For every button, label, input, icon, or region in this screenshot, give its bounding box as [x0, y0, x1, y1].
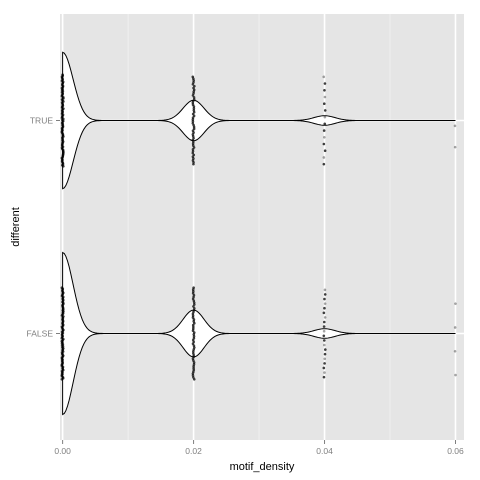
data-point	[453, 326, 457, 329]
y-axis-title: different	[10, 207, 22, 247]
data-point	[192, 107, 196, 110]
data-point	[323, 362, 326, 365]
data-point	[322, 320, 326, 324]
data-point	[323, 109, 327, 112]
data-point	[192, 162, 195, 166]
data-point	[453, 124, 457, 128]
data-point	[454, 373, 457, 377]
data-point	[322, 325, 326, 328]
data-point	[323, 149, 327, 153]
data-point	[323, 293, 327, 296]
data-point	[60, 378, 64, 381]
data-point	[322, 142, 326, 146]
data-point	[323, 352, 327, 356]
data-point	[323, 357, 327, 361]
data-point	[192, 125, 196, 129]
data-point	[453, 145, 457, 149]
data-point	[191, 142, 195, 146]
data-point	[322, 129, 326, 132]
y-tick-label: FALSE	[27, 329, 54, 339]
plot-panel	[60, 14, 464, 440]
data-point	[322, 102, 326, 106]
data-point	[191, 312, 195, 316]
data-point	[322, 334, 326, 338]
x-tick-label: 0.02	[185, 446, 202, 456]
data-point	[322, 311, 326, 315]
data-point	[191, 329, 195, 333]
data-point	[191, 82, 195, 86]
x-axis: 0.00 0.02 0.04 0.06	[54, 440, 464, 456]
data-point	[191, 372, 195, 375]
data-point	[323, 306, 326, 310]
data-point	[191, 323, 195, 327]
data-point	[322, 75, 326, 79]
x-tick-label: 0.04	[316, 446, 333, 456]
data-point	[323, 371, 326, 374]
data-point	[191, 288, 195, 291]
data-point	[192, 366, 195, 370]
data-point	[192, 325, 195, 329]
data-point	[192, 105, 196, 108]
data-point	[323, 95, 327, 99]
data-point	[191, 118, 195, 121]
data-point	[192, 161, 195, 164]
data-point	[191, 314, 195, 318]
data-point	[323, 135, 326, 139]
data-point	[322, 162, 326, 166]
data-point	[192, 364, 195, 368]
data-point	[323, 288, 327, 292]
data-point	[453, 349, 457, 353]
data-point	[192, 361, 196, 364]
data-point	[192, 349, 195, 353]
data-point	[192, 301, 196, 304]
data-point	[322, 329, 326, 333]
data-point	[62, 165, 65, 168]
data-point	[323, 302, 327, 305]
data-point	[322, 156, 326, 159]
data-point	[323, 82, 327, 85]
data-point	[193, 321, 196, 325]
data-point	[323, 316, 327, 319]
minor-gridlines	[127, 14, 391, 440]
data-point	[192, 95, 196, 99]
data-point	[191, 120, 195, 123]
data-point	[323, 88, 326, 92]
x-tick-label: 0.00	[54, 446, 71, 456]
data-point	[322, 339, 326, 342]
y-axis: TRUE FALSE	[27, 116, 60, 339]
data-point	[192, 378, 196, 381]
data-point	[192, 290, 195, 293]
y-tick-label: TRUE	[30, 116, 53, 126]
data-point	[191, 148, 195, 151]
data-point	[192, 335, 196, 338]
data-point	[324, 348, 327, 351]
data-point	[192, 353, 195, 357]
data-point	[322, 366, 326, 370]
data-point	[322, 343, 326, 347]
data-point	[322, 375, 326, 379]
x-axis-title: motif_density	[230, 461, 295, 473]
data-points	[60, 73, 457, 381]
data-point	[323, 115, 327, 119]
data-point	[454, 302, 457, 305]
x-tick-label: 0.06	[447, 446, 464, 456]
data-point	[323, 122, 327, 126]
data-point	[323, 297, 326, 301]
